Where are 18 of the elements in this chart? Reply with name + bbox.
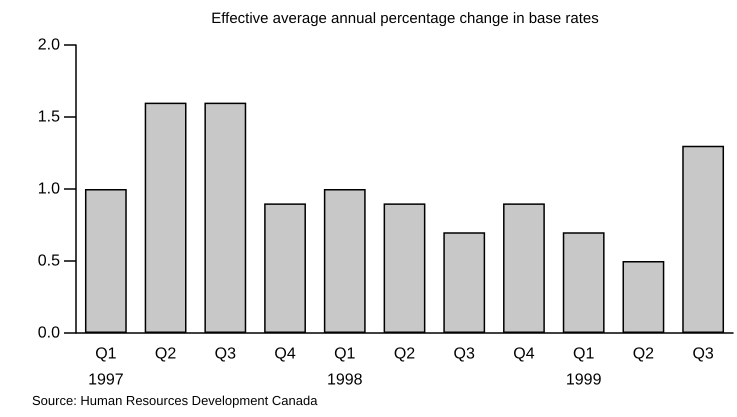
y-tick-label: 0.5: [38, 252, 60, 270]
source-note: Source: Human Resources Development Canada: [32, 393, 318, 408]
x-tick-label: Q3: [692, 346, 714, 362]
y-tick-label: 0.0: [38, 324, 60, 342]
y-tick-label: 1.5: [38, 108, 60, 126]
y-tick-label: 2.0: [38, 36, 60, 54]
x-tick-label: Q3: [214, 346, 236, 362]
x-tick-label: Q4: [274, 346, 296, 362]
chart-title: Effective average annual percentage change in base rates: [211, 10, 599, 27]
x-tick-label: Q2: [394, 346, 416, 362]
x-tick-label: Q3: [454, 346, 475, 362]
x-tick-label: Q1 1997: [88, 346, 124, 388]
x-tick-label: Q2: [154, 346, 176, 362]
x-tick-label: Q1 1998: [326, 346, 363, 388]
x-tick-label: Q4: [513, 346, 535, 362]
x-tick-label: Q1 1999: [566, 346, 602, 388]
x-tick-label: Q2: [632, 346, 654, 362]
y-tick-label: 1.0: [38, 180, 60, 198]
